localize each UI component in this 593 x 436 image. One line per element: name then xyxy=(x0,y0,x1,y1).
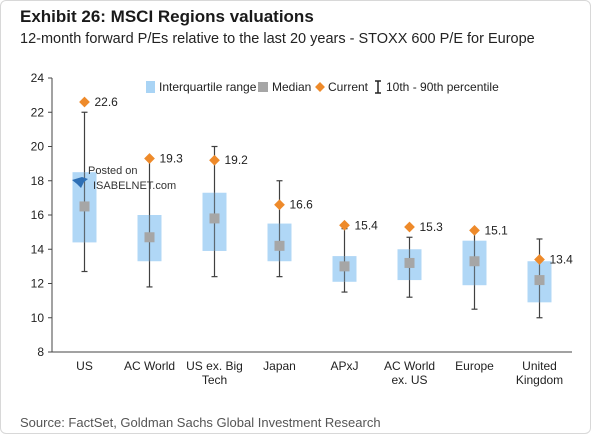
current-value-label: 19.2 xyxy=(225,153,249,167)
category-label: AC World xyxy=(384,359,435,373)
median-marker xyxy=(144,232,155,243)
category-label: AC World xyxy=(124,359,175,373)
y-tick-label: 24 xyxy=(31,71,45,85)
category-label: Europe xyxy=(455,359,494,373)
category-label: US xyxy=(76,359,93,373)
current-value-label: 15.1 xyxy=(485,223,509,237)
y-tick-label: 20 xyxy=(31,140,45,154)
chart-subtitle: 12-month forward P/Es relative to the la… xyxy=(20,31,535,47)
current-value-label: 15.4 xyxy=(355,218,379,232)
median-marker xyxy=(79,201,90,212)
watermark-line1: Posted on xyxy=(88,165,138,177)
median-marker xyxy=(209,213,220,224)
current-value-label: 19.3 xyxy=(160,151,184,165)
legend-percentile-label: 10th - 90th percentile xyxy=(386,80,499,94)
legend-median-swatch xyxy=(258,82,268,92)
category-label: US ex. Big xyxy=(186,359,243,373)
current-marker xyxy=(339,219,350,231)
chart-title: Exhibit 26: MSCI Regions valuations xyxy=(20,7,314,26)
category-group: 22.6 US xyxy=(72,95,119,373)
current-marker xyxy=(274,199,285,211)
category-label: United xyxy=(522,359,557,373)
category-group: 15.4 APxJ xyxy=(330,218,378,373)
median-marker xyxy=(469,256,480,267)
current-value-label: 13.4 xyxy=(550,253,574,267)
category-group: 15.1 Europe xyxy=(455,223,508,373)
median-marker xyxy=(274,240,285,251)
y-tick-label: 8 xyxy=(37,345,44,359)
median-marker xyxy=(339,261,350,272)
current-value-label: 22.6 xyxy=(95,95,119,109)
legend-median-label: Median xyxy=(272,80,311,94)
watermark-line2: ISABELNET.com xyxy=(93,180,176,192)
median-marker xyxy=(534,275,545,286)
y-tick-label: 18 xyxy=(31,174,45,188)
current-marker xyxy=(144,153,155,164)
current-marker xyxy=(209,154,220,166)
current-marker xyxy=(79,96,90,108)
category-label: Tech xyxy=(202,373,227,387)
y-tick-label: 14 xyxy=(31,242,45,256)
median-marker xyxy=(404,257,415,268)
category-label: APxJ xyxy=(330,359,358,373)
y-tick-label: 22 xyxy=(31,105,45,119)
y-tick-label: 12 xyxy=(31,277,45,291)
category-label: Japan xyxy=(263,359,296,373)
chart-axes: 8 10 12 14 16 18 20 22 24 xyxy=(31,71,572,359)
legend-current-label: Current xyxy=(328,80,369,94)
watermark-logo-icon xyxy=(72,177,88,188)
source-note: Source: FactSet, Goldman Sachs Global In… xyxy=(20,415,381,430)
category-label: ex. US xyxy=(391,373,427,387)
legend-iqr-swatch xyxy=(146,81,155,93)
category-group: 16.6 Japan xyxy=(263,180,314,373)
current-marker xyxy=(469,225,480,236)
category-group: 19.3 AC World xyxy=(124,151,183,373)
y-tick-label: 10 xyxy=(31,311,45,325)
legend-iqr-label: Interquartile range xyxy=(159,80,257,94)
chart-legend: Interquartile range Median Current 10th - 9… xyxy=(146,80,499,94)
current-value-label: 15.3 xyxy=(420,220,444,234)
category-label: Kingdom xyxy=(516,373,563,387)
watermark: Posted on ISABELNET.com xyxy=(72,165,176,192)
current-value-label: 16.6 xyxy=(290,198,314,212)
current-marker xyxy=(404,221,415,233)
y-tick-label: 16 xyxy=(31,208,45,222)
current-marker xyxy=(534,254,545,265)
legend-current-swatch xyxy=(315,82,325,92)
